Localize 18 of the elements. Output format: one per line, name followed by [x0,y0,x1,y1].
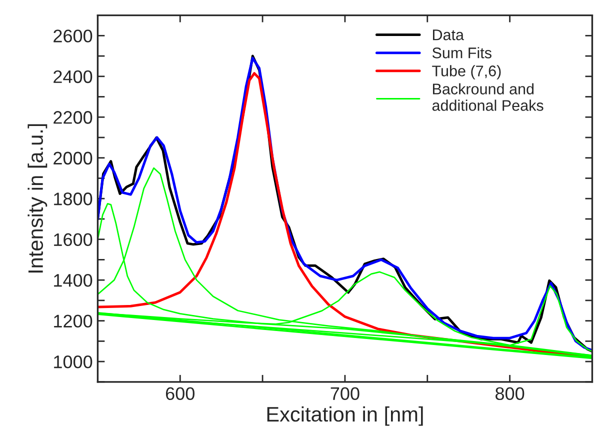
y-tick-label: 2600 [54,30,92,42]
x-tick-label: 800 [496,387,524,400]
legend-label: Backround and additional Peaks [432,83,544,111]
y-tick-label: 2400 [54,70,92,84]
y-axis-title: Intensity in [a.u.] [28,124,48,273]
y-tick-label: 2200 [54,111,92,124]
legend-label: Tube (7,6) [432,65,501,80]
y-tick-label: 2000 [54,152,92,165]
y-tick-label: 1800 [54,192,92,206]
y-tick-label: 1400 [54,274,92,287]
y-tick-label: 1200 [54,314,92,328]
y-tick-label: 1600 [54,233,92,246]
y-tick-label: 1000 [54,355,92,368]
legend-label: Sum Fits [432,47,492,58]
x-tick-label: 700 [330,387,360,400]
x-tick-label: 600 [166,387,194,400]
x-axis-title: Excitation in [nm] [267,406,423,426]
legend-label: Data [433,30,464,40]
